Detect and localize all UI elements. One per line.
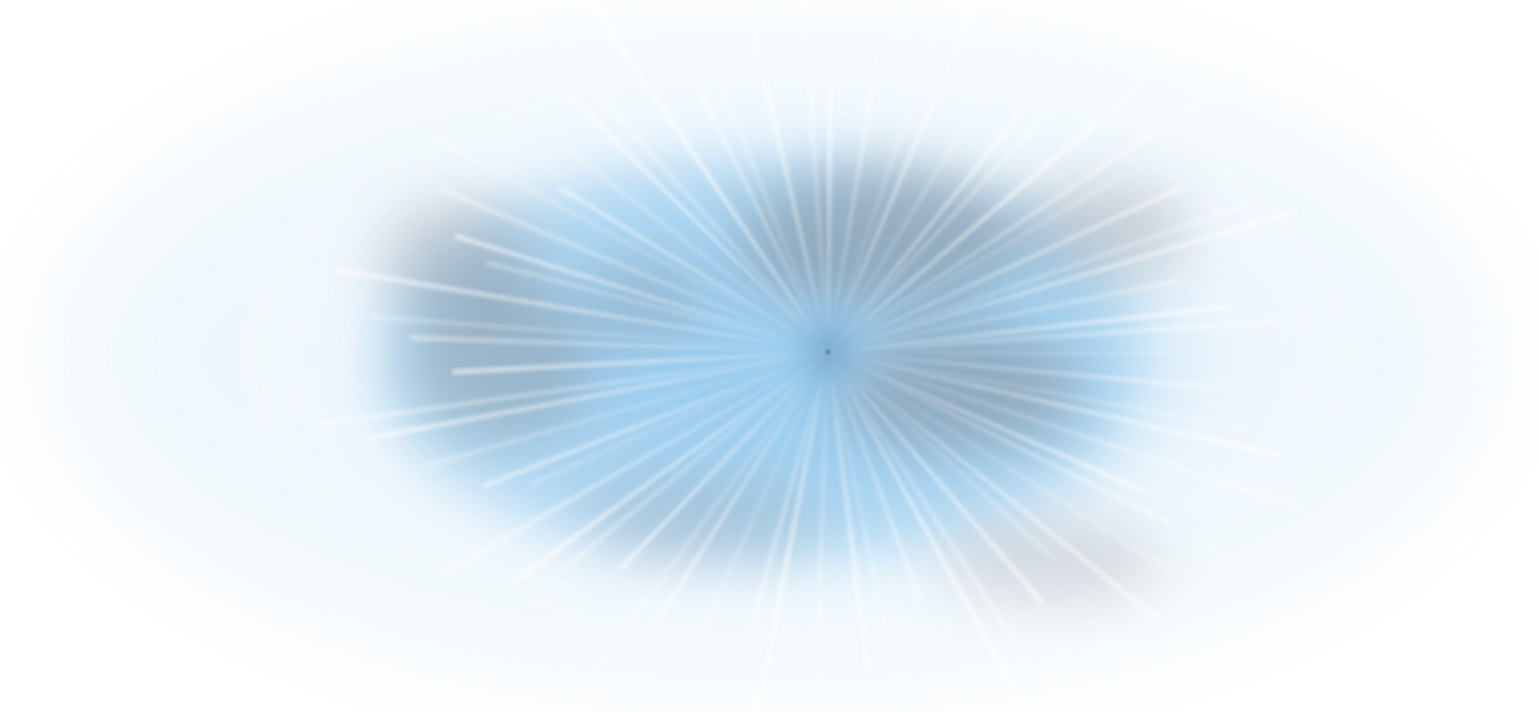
light-ray — [584, 351, 829, 681]
light-ray — [827, 278, 1181, 353]
light-ray — [827, 183, 1187, 353]
smoke-puff — [580, 480, 820, 560]
light-ray — [827, 201, 1250, 353]
light-ray — [705, 53, 829, 353]
light-ray — [431, 135, 828, 352]
light-ray — [629, 351, 829, 662]
smoke-puff — [580, 260, 700, 340]
light-rays — [318, 0, 1301, 712]
light-ray — [827, 3, 978, 353]
burst-center — [768, 292, 888, 412]
center-point — [825, 349, 831, 355]
light-ray — [827, 101, 1032, 353]
light-ray — [368, 313, 829, 353]
light-ray — [828, 352, 1177, 576]
light-ray — [827, 351, 1169, 628]
light-ray — [828, 29, 939, 352]
light-ray — [562, 56, 829, 353]
light-ray — [828, 352, 1173, 356]
light-ray — [528, 351, 829, 487]
light-ray — [827, 90, 1215, 353]
light-ray — [827, 83, 1076, 353]
smoke-puff — [410, 280, 590, 440]
light-ray — [827, 114, 973, 353]
light-ray — [334, 266, 829, 353]
light-ray — [556, 140, 829, 353]
light-ray — [565, 93, 829, 353]
smoke-puff — [380, 200, 540, 320]
light-ray — [554, 351, 829, 577]
smoke-puff — [840, 330, 1080, 450]
light-ray — [828, 174, 1124, 352]
light-ray — [436, 186, 829, 353]
light-ray — [556, 184, 829, 353]
light-ray — [827, 351, 1301, 510]
light-ray — [827, 351, 1248, 432]
light-ray — [827, 82, 1145, 353]
light-ray — [453, 233, 829, 353]
light-ray — [827, 318, 1278, 353]
light-ray — [753, 351, 829, 712]
light-ray — [827, 304, 1232, 353]
light-ray — [451, 351, 829, 375]
light-ray — [827, 351, 1176, 527]
light-ray — [827, 351, 872, 671]
light-ray — [827, 351, 1152, 496]
light-ray — [749, 351, 829, 625]
light-ray — [799, 0, 829, 353]
light-ray — [745, 14, 829, 353]
light-ray — [694, 352, 828, 646]
smoke-cloud — [380, 170, 1190, 600]
light-ray — [827, 351, 1282, 459]
light-ray — [484, 259, 829, 353]
light-ray — [827, 53, 882, 353]
light-ray — [697, 88, 829, 353]
light-ray — [480, 351, 829, 490]
light-ray — [409, 335, 829, 353]
light-ray — [366, 351, 829, 442]
light-ray — [827, 351, 1047, 606]
light-ray — [439, 351, 829, 577]
light-ray — [827, 208, 1299, 353]
light-ray — [812, 351, 829, 703]
light-ray — [508, 351, 829, 586]
light-ray — [591, 7, 829, 353]
light-ray — [616, 351, 829, 572]
smoke-puff — [940, 520, 1160, 600]
light-ray — [827, 351, 923, 600]
light-ray — [827, 351, 1214, 390]
light-ray — [827, 351, 890, 638]
light-ray — [827, 351, 1016, 688]
light-ray — [422, 351, 829, 469]
light-ray — [318, 351, 829, 428]
light-ray — [827, 351, 1058, 561]
light-ray — [827, 351, 1024, 652]
light-ray — [827, 83, 833, 353]
